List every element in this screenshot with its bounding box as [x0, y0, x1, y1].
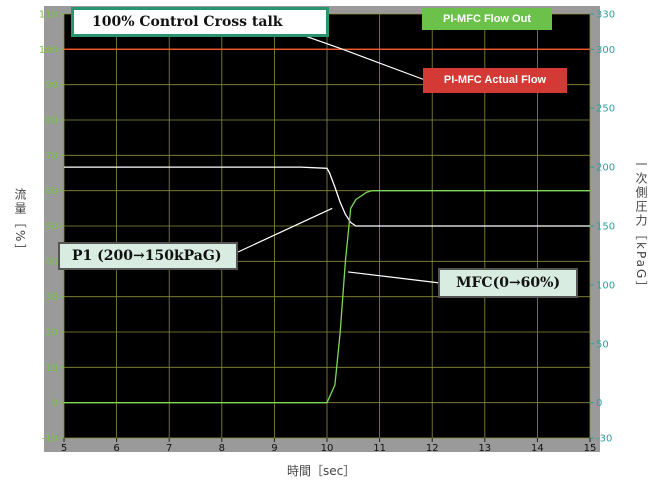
tick-label-left: 60 — [45, 186, 58, 197]
tick-label-x: 7 — [166, 443, 172, 454]
tick-label-right: 0 — [596, 398, 602, 409]
tick-label-left: 30 — [45, 292, 58, 303]
series-p1 — [64, 166, 590, 227]
tick-label-right: 300 — [596, 45, 615, 56]
tick-label-x: 13 — [478, 443, 491, 454]
tick-label-left: 40 — [45, 257, 58, 268]
tick-label-x: 11 — [373, 443, 386, 454]
tick-label-right: 250 — [596, 104, 615, 115]
tick-label-left: 20 — [45, 328, 58, 339]
y-axis-right-label: 一次側圧力［kPaG］ — [634, 158, 648, 295]
tick-label-right: 150 — [596, 222, 615, 233]
tick-label-right: 200 — [596, 163, 615, 174]
tick-label-x: 9 — [271, 443, 277, 454]
tick-label-left: 50 — [45, 222, 58, 233]
series-lines — [64, 48, 590, 404]
tick-label-right: 50 — [596, 339, 609, 350]
tick-label-x: 10 — [321, 443, 334, 454]
tick-label-left: 110 — [39, 10, 58, 21]
y-axis-left-label: 流量［%］ — [13, 188, 27, 258]
chart-title: 100% Control Cross talk — [71, 7, 329, 37]
tick-label-right: 330 — [596, 10, 615, 21]
tick-label-left: 100 — [39, 45, 58, 56]
tick-label-left: 90 — [45, 80, 58, 91]
tick-label-right: -30 — [596, 434, 612, 445]
tick-label-left: 80 — [45, 116, 58, 127]
tick-label-left: 0 — [52, 398, 58, 409]
tick-label-left: 10 — [45, 363, 58, 374]
x-axis: 5 6 7 8 9 10 11 12 13 14 15 — [61, 438, 597, 454]
callout-mfc: MFC(0→60%) — [438, 268, 578, 298]
right-axis: -30 0 50 100 150 200 250 300 330 — [590, 10, 615, 445]
tick-label-x: 14 — [531, 443, 544, 454]
tick-label-left: 70 — [45, 151, 58, 162]
callout-p1: P1 (200→150kPaG) — [58, 242, 238, 270]
annotation-leader — [342, 48, 426, 81]
annotation-leader — [347, 271, 441, 284]
x-axis-label: 時間［sec］ — [287, 464, 356, 478]
annotation-leader — [237, 207, 333, 253]
series-mfc — [64, 190, 590, 404]
legend-flow-out: PI-MFC Flow Out — [422, 8, 552, 30]
tick-label-x: 8 — [219, 443, 225, 454]
tick-label-x: 12 — [426, 443, 439, 454]
tick-label-left: -10 — [42, 434, 58, 445]
tick-label-right: 100 — [596, 280, 615, 291]
left-axis: -10 0 10 20 30 40 50 60 70 80 90 100 110 — [39, 10, 64, 445]
tick-label-x: 5 — [61, 443, 67, 454]
tick-label-x: 6 — [113, 443, 119, 454]
tick-label-x: 15 — [584, 443, 597, 454]
legend-actual-flow: PI-MFC Actual Flow — [423, 68, 567, 93]
